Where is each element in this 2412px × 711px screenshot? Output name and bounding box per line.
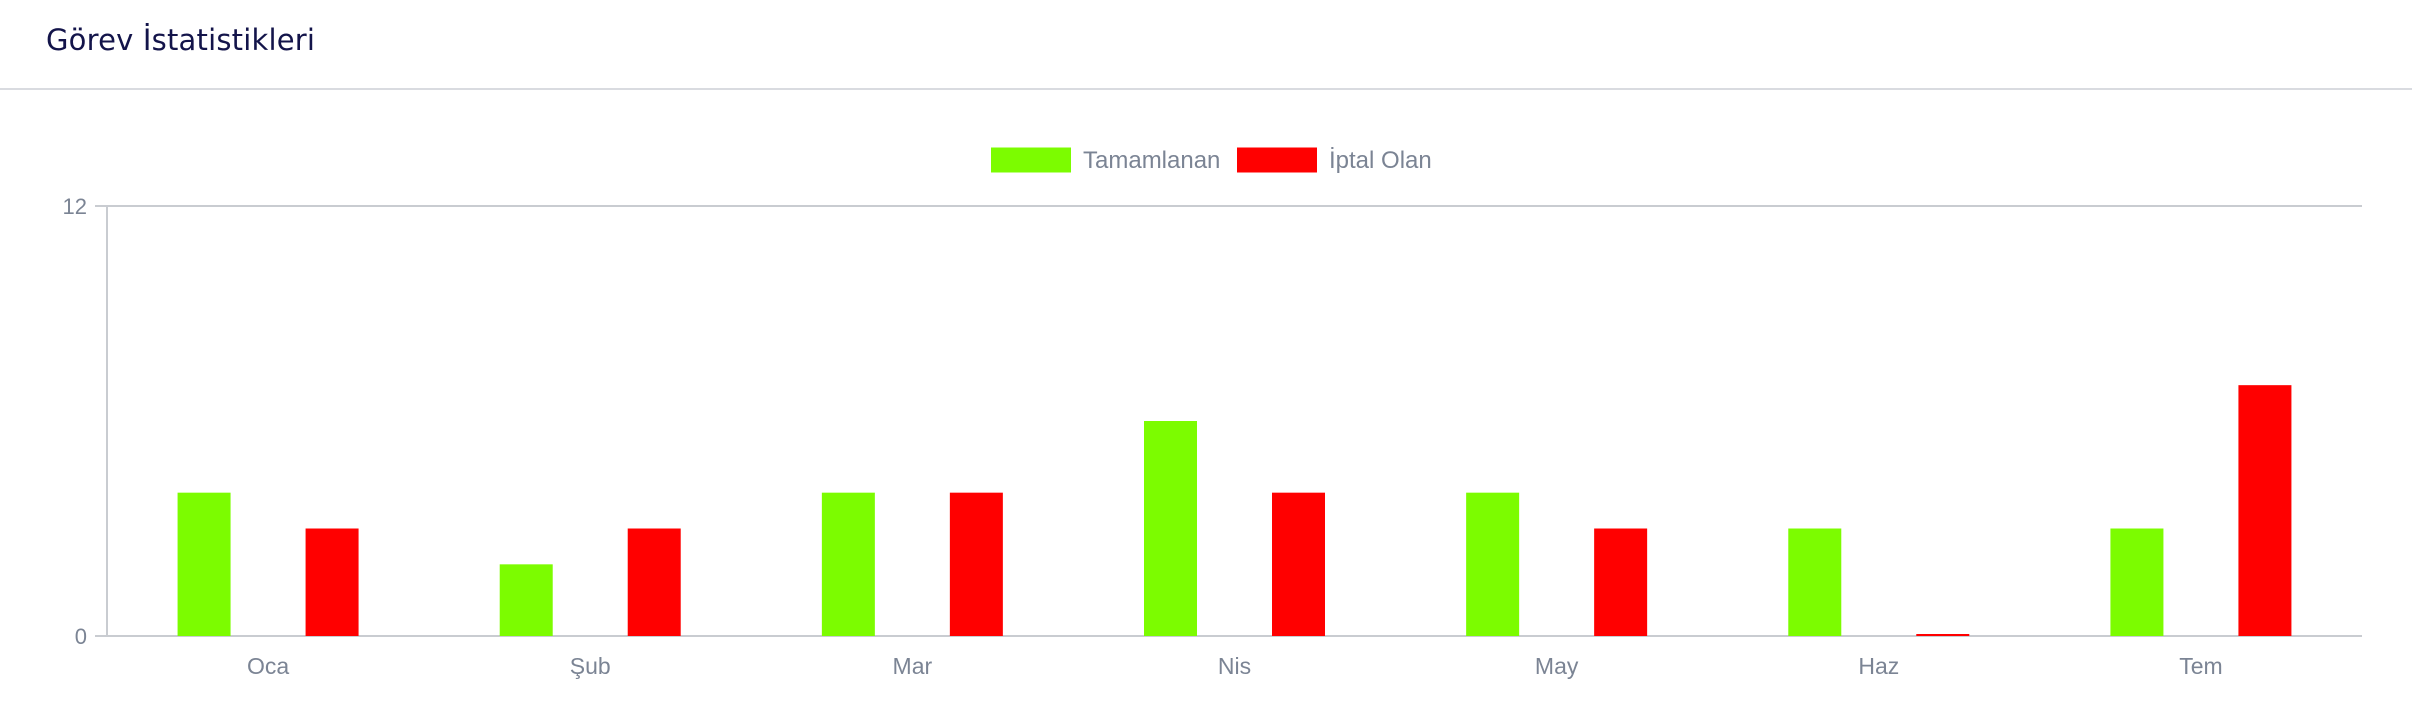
- bar-cancelled[interactable]: [305, 528, 359, 637]
- x-tick-label: Oca: [247, 653, 289, 679]
- bar-cancelled[interactable]: [1272, 492, 1325, 636]
- bar-cancelled[interactable]: [1594, 528, 1648, 637]
- bar-completed[interactable]: [2110, 528, 2164, 637]
- bar-cancelled[interactable]: [1916, 634, 1970, 636]
- x-tick-label: May: [1535, 653, 1579, 679]
- y-tick-label: 12: [63, 194, 87, 219]
- legend-item[interactable]: İptal Olan: [1237, 147, 1432, 174]
- chart-legend[interactable]: Tamamlanan İptal Olan: [991, 147, 1432, 174]
- bar-chart: Tamamlanan İptal Olan 0 12 Oca Şub Mar Nis May H…: [63, 147, 2362, 679]
- legend-swatch: [991, 147, 1071, 173]
- card-header: Görev İstatistikleri: [0, 0, 2412, 90]
- bar-cancelled[interactable]: [949, 492, 1003, 636]
- x-tick-label: Nis: [1218, 653, 1251, 679]
- legend-label: Tamamlanan: [1083, 147, 1220, 174]
- x-tick-label: Şub: [570, 653, 611, 679]
- card-title: Görev İstatistikleri: [46, 23, 316, 57]
- x-tick-label: Mar: [893, 653, 933, 679]
- chart-axes: 0 12 Oca Şub Mar Nis May Haz Tem: [63, 194, 2362, 679]
- bar-completed[interactable]: [177, 492, 231, 636]
- bar-completed[interactable]: [1788, 528, 1842, 637]
- x-tick-label: Haz: [1858, 653, 1899, 679]
- bar-completed[interactable]: [499, 564, 553, 636]
- legend-label: İptal Olan: [1329, 147, 1432, 174]
- legend-swatch: [1237, 147, 1317, 173]
- bar-cancelled[interactable]: [627, 528, 681, 637]
- chart-bars[interactable]: [177, 385, 2292, 637]
- x-tick-label: Tem: [2179, 653, 2222, 679]
- legend-item[interactable]: Tamamlanan: [991, 147, 1220, 174]
- chart-area: Tamamlanan İptal Olan 0 12 Oca Şub Mar Nis May H…: [0, 90, 2412, 706]
- y-tick-label: 0: [75, 624, 87, 649]
- bar-completed[interactable]: [1144, 421, 1197, 636]
- bar-completed[interactable]: [1466, 492, 1520, 636]
- bar-completed[interactable]: [821, 492, 875, 636]
- bar-cancelled[interactable]: [2238, 385, 2292, 636]
